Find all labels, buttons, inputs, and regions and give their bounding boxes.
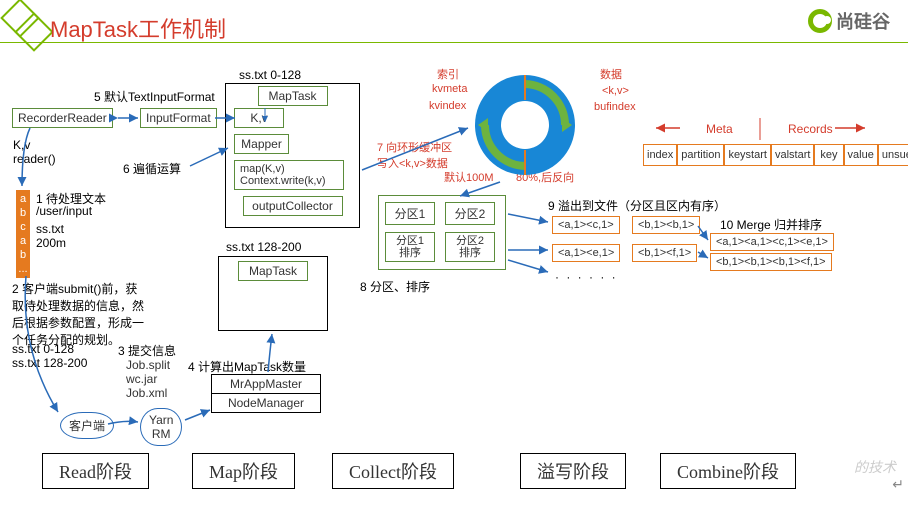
stage-read: Read阶段 [42, 453, 149, 489]
maptask1-container: MapTask K,v Mapper map(K,v) Context.writ… [225, 83, 360, 228]
yarn-cloud: Yarn RM [140, 408, 182, 446]
appmaster-container: MrAppMaster NodeManager [211, 374, 321, 413]
nodemgr-box: NodeManager [212, 394, 320, 412]
mapkv-box: map(K,v) Context.write(k,v) [234, 160, 344, 190]
spill-a1: <a,1><c,1> [552, 216, 620, 234]
cursor-icon: ↵ [892, 476, 904, 493]
recorder-box: RecorderReader [12, 108, 113, 128]
meta-label: Meta [706, 122, 733, 136]
divider [0, 42, 908, 43]
mrapp-box: MrAppMaster [212, 375, 320, 394]
kvmeta: kvmeta [432, 83, 467, 95]
suoyin: 索引 [437, 66, 459, 82]
stage-combine: Combine阶段 [660, 453, 796, 489]
stage-spill: 溢写阶段 [520, 453, 626, 489]
step6: 6 遍循运算 [123, 160, 181, 177]
input-data: a b c a b ... [16, 190, 30, 278]
step9: 9 溢出到文件（分区且区内有序） [548, 197, 726, 214]
kv2: <k,v> [602, 85, 629, 97]
kv-box: K,v [234, 108, 284, 128]
fenqu2s: 分区2 排序 [445, 232, 495, 262]
inputformat-box: InputFormat [140, 108, 217, 128]
buffer-table: index partition keystart valstart key va… [643, 144, 908, 166]
ss2: ss.txt 128-200 [226, 240, 301, 254]
dots: · · · · · · [555, 270, 618, 284]
kvindex: kvindex [429, 100, 466, 112]
ss1: ss.txt 0-128 [239, 68, 301, 82]
brand-logo: 尚硅谷 [808, 8, 890, 34]
spill-a2: <a,1><e,1> [552, 244, 620, 262]
maptask-box: MapTask [258, 86, 328, 106]
step5: 5 默认TextInputFormat [94, 88, 215, 105]
fenqu2: 分区2 [445, 202, 495, 225]
step4: 4 计算出MapTask数量 [188, 358, 306, 375]
merge1: <a,1><a,1><c,1><e,1> [710, 233, 834, 251]
outputcollector-box: outputCollector [243, 196, 343, 216]
step2c: ss.txt 128-200 [12, 356, 87, 370]
ring-icon [808, 9, 832, 33]
maptask-box: MapTask [238, 261, 308, 281]
fenqu1s: 分区1 排序 [385, 232, 435, 262]
watermark: 的技术 [854, 457, 896, 477]
spill-b1: <b,1><b,1> [632, 216, 700, 234]
merge2: <b,1><b,1><b,1><f,1> [710, 253, 832, 271]
stage-collect: Collect阶段 [332, 453, 454, 489]
step2: 2 客户端submit()前，获 取待处理数据的信息，然 后根据参数配置，形成一… [12, 280, 152, 348]
kvreader-label: K,v reader() [13, 138, 56, 166]
step10: 10 Merge 归并排序 [720, 216, 822, 233]
stage-map: Map阶段 [192, 453, 295, 489]
bufindex: bufindex [594, 101, 636, 113]
fenqu1: 分区1 [385, 202, 435, 225]
step1b: /user/input [36, 204, 92, 218]
mapper-box: Mapper [234, 134, 289, 154]
client-cloud: 客户端 [60, 412, 114, 439]
step3-files: Job.split wc.jar Job.xml [126, 358, 170, 400]
step1d: 200m [36, 236, 66, 250]
step1c: ss.txt [36, 222, 64, 236]
maptask2-container: MapTask [218, 256, 328, 331]
step7: 7 向环形缓冲区 写入<k,v>数据 [377, 139, 452, 171]
shuju: 数据 [600, 66, 622, 82]
spill-b2: <b,1><f,1> [632, 244, 697, 262]
step8: 8 分区、排序 [360, 278, 430, 295]
partition-container: 分区1 分区2 分区1 排序 分区2 排序 [378, 195, 506, 270]
records-label: Records [788, 122, 833, 136]
step2b: ss.txt 0-128 [12, 342, 74, 356]
step3: 3 提交信息 [118, 342, 176, 359]
page-title: MapTask工作机制 [50, 12, 226, 44]
ring-buffer [470, 70, 580, 180]
